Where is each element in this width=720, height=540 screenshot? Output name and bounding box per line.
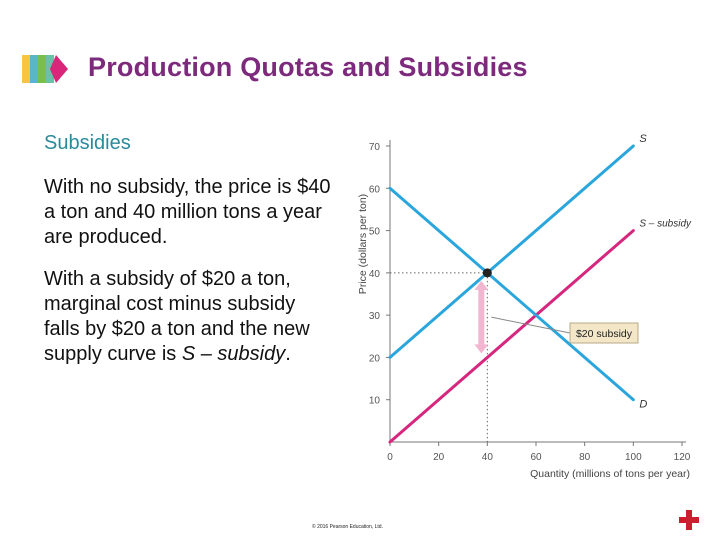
paragraph-end: . [285, 343, 291, 365]
subheading: Subsidies [44, 132, 131, 154]
y-tick-label: 20 [369, 353, 381, 364]
subsidy-arrow-head-top [474, 280, 489, 290]
y-tick-label: 60 [369, 184, 381, 195]
x-tick-label: 0 [387, 452, 393, 463]
subsidy-arrow-head-bottom [474, 344, 489, 354]
y-axis-label: Price (dollars per ton) [357, 194, 369, 294]
series-label: D [639, 399, 647, 411]
logo-icon [22, 55, 68, 83]
series-line-s [388, 144, 635, 359]
x-axis-label: Quantity (millions of tons per year) [530, 468, 690, 480]
y-tick-label: 40 [369, 269, 381, 280]
series-label: S [639, 133, 647, 145]
subsidy-label: $20 subsidy [576, 328, 633, 340]
paragraph-with-subsidy: With a subsidy of $20 a ton, marginal co… [44, 267, 334, 367]
x-tick-label: 40 [482, 452, 494, 463]
paragraph-text: With a subsidy of $20 a ton, marginal co… [44, 268, 310, 365]
supply-demand-chart: 0 20 40 60 80 100 120 10 20 30 40 50 60 70 Quantity (m… [340, 130, 712, 500]
x-tick-label: 20 [433, 452, 445, 463]
series-line-s-subsidy [388, 229, 635, 444]
y-tick-label: 50 [369, 227, 381, 238]
navigation-icon[interactable] [677, 508, 701, 532]
chart-svg: 0 20 40 60 80 100 120 10 20 30 40 50 60 70 Quantity (m… [357, 133, 692, 480]
x-tick-label: 80 [579, 452, 591, 463]
subsidy-label-box [569, 322, 639, 344]
slide-title: Production Quotas and Subsidies [88, 52, 528, 82]
equilibrium-point [482, 268, 492, 278]
copyright: © 2016 Pearson Education, Ltd. [312, 524, 383, 530]
paragraph-no-subsidy: With no subsidy, the price is $40 a ton … [44, 176, 331, 248]
subsidy-leader-line [491, 316, 571, 334]
series-label: S – subsidy [639, 219, 692, 230]
x-tick-label: 60 [530, 452, 542, 463]
x-tick-label: 120 [674, 452, 691, 463]
y-tick-label: 10 [369, 396, 381, 407]
curve-name: S – subsidy [181, 343, 286, 365]
x-tick-label: 100 [625, 452, 642, 463]
y-tick-label: 30 [369, 311, 381, 322]
y-tick-label: 70 [369, 142, 381, 153]
series-line-d [388, 186, 635, 402]
